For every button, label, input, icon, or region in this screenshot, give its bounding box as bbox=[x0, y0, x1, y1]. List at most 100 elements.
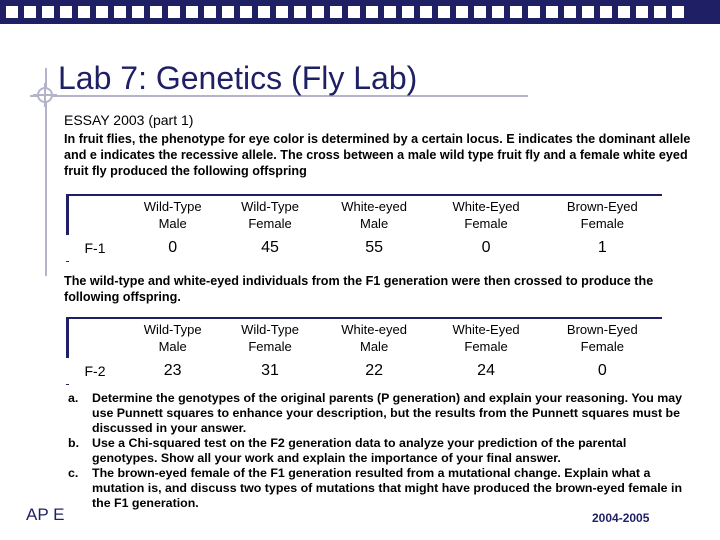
bar-square bbox=[348, 6, 360, 18]
question-text: The brown-eyed female of the F1 generati… bbox=[92, 466, 683, 510]
bar-square bbox=[222, 6, 234, 18]
table-cell: 0 bbox=[597, 362, 607, 379]
bar-square bbox=[24, 6, 36, 18]
column-header: Wild-Type Female bbox=[221, 318, 318, 358]
column-header: Brown-Eyed Female bbox=[543, 318, 662, 358]
header-line: Female bbox=[580, 216, 625, 231]
bar-square bbox=[258, 6, 270, 18]
column-header: White-Eyed Female bbox=[429, 318, 542, 358]
question-letter: a. bbox=[68, 391, 79, 405]
bar-square bbox=[456, 6, 468, 18]
bar-square bbox=[168, 6, 180, 18]
bar-square bbox=[510, 6, 522, 18]
table-row: F-1 0 45 55 0 1 bbox=[66, 235, 662, 261]
bar-square bbox=[546, 6, 558, 18]
header-line: Male bbox=[360, 216, 389, 231]
header-line: Wild-Type bbox=[143, 199, 202, 214]
column-header: White-Eyed Female bbox=[429, 195, 542, 235]
table-cell: 31 bbox=[261, 362, 279, 379]
header-line: Female bbox=[464, 339, 508, 354]
bar-square bbox=[294, 6, 306, 18]
question-text: Determine the genotypes of the original … bbox=[92, 391, 683, 435]
header-line: Female bbox=[248, 339, 292, 354]
bar-square bbox=[654, 6, 666, 18]
bar-square bbox=[6, 6, 18, 18]
bar-square bbox=[186, 6, 198, 18]
table-corner-cell bbox=[66, 318, 124, 358]
table-cell: 1 bbox=[597, 239, 607, 256]
bar-square bbox=[78, 6, 90, 18]
header-line: Female bbox=[580, 339, 625, 354]
row-label: F-1 bbox=[66, 235, 124, 261]
bar-square bbox=[564, 6, 576, 18]
bar-square bbox=[204, 6, 216, 18]
footer-year: 2004-2005 bbox=[592, 511, 650, 525]
bar-square bbox=[672, 6, 684, 18]
table-cell: 22 bbox=[365, 362, 383, 379]
bar-square bbox=[528, 6, 540, 18]
header-line: White-eyed bbox=[341, 322, 407, 337]
bar-square bbox=[384, 6, 396, 18]
column-header: Brown-Eyed Female bbox=[543, 195, 662, 235]
bar-square bbox=[402, 6, 414, 18]
bar-square bbox=[618, 6, 630, 18]
header-line: Wild-Type bbox=[241, 199, 299, 214]
column-header: White-eyed Male bbox=[319, 318, 430, 358]
header-line: Male bbox=[158, 216, 187, 231]
bar-square bbox=[96, 6, 108, 18]
footer-course-label: AP E bbox=[26, 505, 65, 524]
header-line: White-Eyed bbox=[452, 322, 520, 337]
bar-square bbox=[474, 6, 486, 18]
column-header: Wild-Type Female bbox=[221, 195, 318, 235]
decorative-horizontal-rule bbox=[30, 95, 528, 97]
bar-square bbox=[492, 6, 504, 18]
question-letter: c. bbox=[68, 466, 79, 480]
column-header: Wild-Type Male bbox=[124, 195, 221, 235]
header-line: White-Eyed bbox=[452, 199, 520, 214]
bar-square bbox=[276, 6, 288, 18]
header-line: Wild-Type bbox=[143, 322, 202, 337]
header-line: Male bbox=[158, 339, 187, 354]
header-line: White-eyed bbox=[341, 199, 407, 214]
header-line: Brown-Eyed bbox=[566, 322, 638, 337]
slide-subtitle: ESSAY 2003 (part 1) bbox=[64, 112, 194, 128]
f2-results-table: Wild-Type Male Wild-Type Female White-eyed… bbox=[66, 318, 662, 384]
bar-square bbox=[582, 6, 594, 18]
table-cell: 0 bbox=[481, 239, 491, 256]
table-corner-cell bbox=[66, 195, 124, 235]
bar-square bbox=[438, 6, 450, 18]
crosshair-icon bbox=[33, 83, 57, 107]
question-text: Use a Chi-squared test on the F2 generat… bbox=[92, 436, 627, 465]
decorative-vertical-rule bbox=[45, 68, 47, 276]
table-row: F-2 23 31 22 24 0 bbox=[66, 358, 662, 384]
intro-paragraph: In fruit flies, the phenotype for eye co… bbox=[64, 132, 691, 178]
slide-title: Lab 7: Genetics (Fly Lab) bbox=[58, 60, 418, 96]
bar-square bbox=[132, 6, 144, 18]
bar-square bbox=[420, 6, 432, 18]
bar-square bbox=[42, 6, 54, 18]
bar-square bbox=[150, 6, 162, 18]
bar-square bbox=[600, 6, 612, 18]
question-letter: b. bbox=[68, 436, 80, 450]
f1-results-table: Wild-Type Male Wild-Type Female White-eyed… bbox=[66, 195, 662, 261]
header-line: Female bbox=[464, 216, 508, 231]
header-line: Male bbox=[360, 339, 389, 354]
question-list: a. Determine the genotypes of the origin… bbox=[68, 391, 684, 511]
column-header: White-eyed Male bbox=[319, 195, 430, 235]
header-line: Female bbox=[248, 216, 292, 231]
table-header-row: Wild-Type Male Wild-Type Female White-eyed… bbox=[66, 318, 662, 358]
table-cell: 23 bbox=[163, 362, 182, 379]
row-label: F-2 bbox=[66, 358, 124, 384]
table-header-row: Wild-Type Male Wild-Type Female White-eyed… bbox=[66, 195, 662, 235]
table-cell: 45 bbox=[261, 239, 279, 256]
bar-square bbox=[240, 6, 252, 18]
bar-square bbox=[366, 6, 378, 18]
bar-square bbox=[312, 6, 324, 18]
bar-square bbox=[636, 6, 648, 18]
table-cell: 55 bbox=[365, 239, 383, 256]
question-item: c. The brown-eyed female of the F1 gener… bbox=[68, 466, 684, 511]
middle-paragraph: The wild-type and white-eyed individuals… bbox=[64, 274, 654, 304]
bar-square bbox=[60, 6, 72, 18]
top-bar bbox=[0, 0, 720, 24]
table-cell: 24 bbox=[477, 362, 495, 379]
